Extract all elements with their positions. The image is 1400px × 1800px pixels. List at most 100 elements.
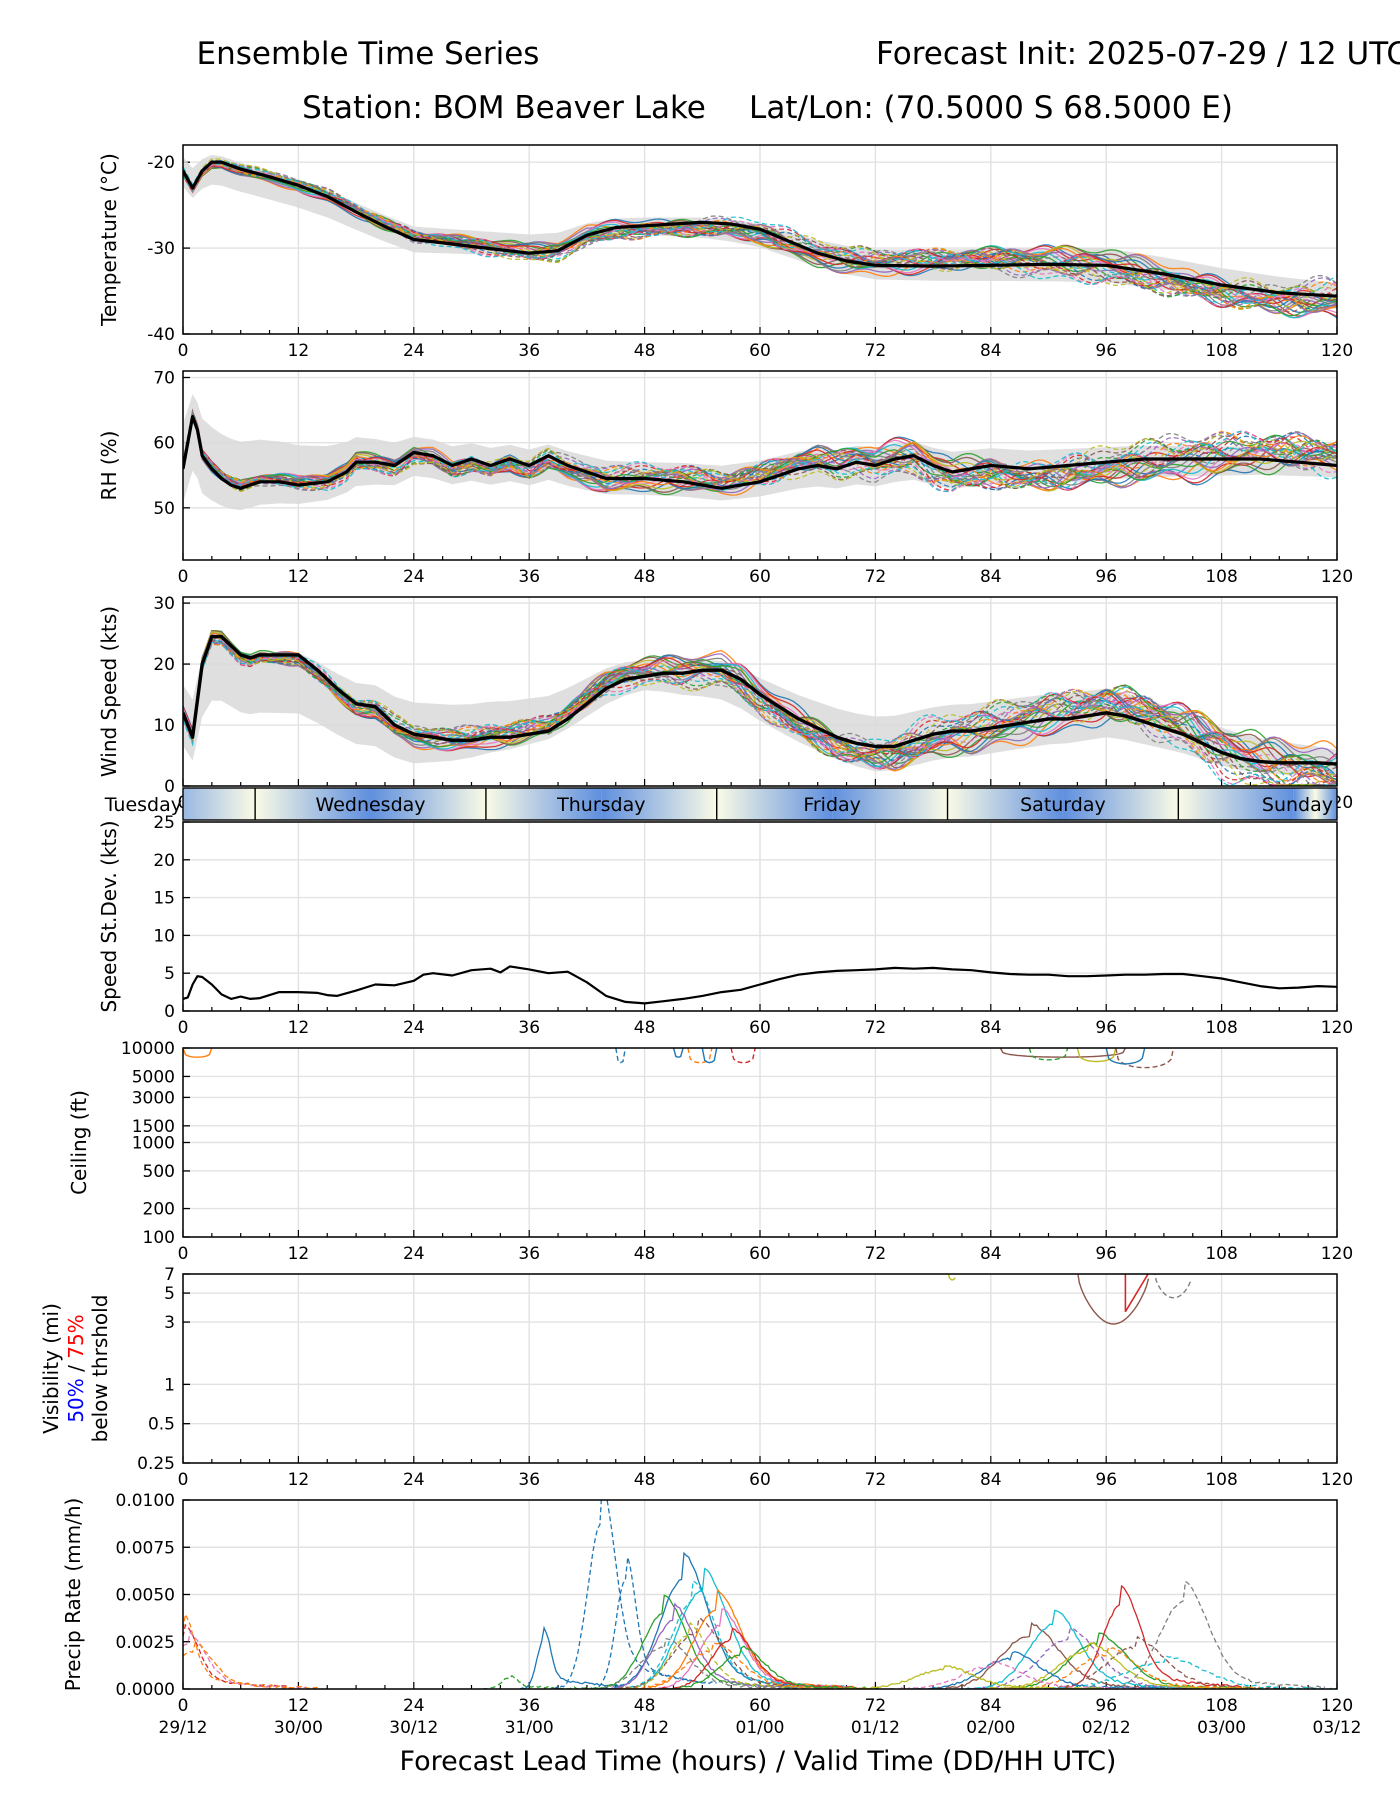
ensemble-member-line: [183, 160, 1337, 302]
ceiling-member-line: [730, 1048, 756, 1064]
visibility-member-line: [947, 1274, 956, 1281]
precip-member-line: [183, 1612, 280, 1688]
x-tick-label: 72: [865, 567, 887, 587]
y-tick-label: 50: [153, 499, 175, 519]
visibility-member-line: [1154, 1274, 1192, 1299]
x-tick-label: 24: [403, 1018, 425, 1038]
x-tick-label: 48: [634, 1244, 656, 1264]
y-tick-label: 5: [164, 964, 175, 984]
x-tick-label: 0: [178, 1244, 189, 1264]
visibility-member-line: [1124, 1274, 1149, 1313]
y-tick-label: 0.0000: [116, 1680, 175, 1700]
valid-time-label: 01/12: [851, 1718, 900, 1738]
y-axis-label: Temperature (°C): [97, 153, 121, 327]
plot-area: [947, 1274, 1192, 1325]
x-tick-label: 24: [403, 1470, 425, 1490]
y-tick-label: 30: [153, 594, 175, 614]
y-tick-label: 0.5: [148, 1415, 175, 1435]
ensemble-mean-line: [183, 965, 1337, 1005]
x-tick-label: 96: [1095, 341, 1117, 361]
x-tick-label: 60: [749, 1470, 771, 1490]
x-tick-label: 48: [634, 567, 656, 587]
precip-member-line: [965, 1609, 1197, 1689]
y-axis-label: Speed St.Dev. (kts): [97, 820, 121, 1012]
ensemble-member-line: [183, 165, 1337, 312]
x-tick-label: 36: [518, 1470, 540, 1490]
y-axis-label: RH (%): [97, 431, 121, 501]
day-label: Saturday: [1020, 794, 1106, 816]
ensemble-mean-line: [183, 634, 1337, 766]
valid-time-label: 03/12: [1313, 1718, 1362, 1738]
y-tick-label: 3: [164, 1313, 175, 1333]
valid-time-label: 02/00: [966, 1718, 1015, 1738]
ensemble-member-line: [183, 641, 1337, 786]
panel-frame: [182, 370, 1338, 561]
ensemble-member-line: [183, 408, 1337, 490]
precip-member-line: [1056, 1584, 1242, 1689]
plot-area: [183, 965, 1337, 1005]
y-axis-label: Wind Speed (kts): [97, 606, 121, 777]
x-tick-label: 108: [1205, 1696, 1237, 1716]
y-tick-label: -20: [147, 153, 175, 173]
y-tick-label: -40: [147, 325, 175, 345]
x-tick-label: 12: [288, 1696, 310, 1716]
plot-area: [183, 394, 1337, 511]
x-tick-label: 72: [865, 1470, 887, 1490]
y-tick-label: 1: [164, 1375, 175, 1395]
plot-area: [183, 1500, 1337, 1689]
x-tick-label: 48: [634, 1696, 656, 1716]
panel-rh: 50 60 70 0 12 24 36 48 60 72 84 96 108 120 RH (%): [97, 369, 1353, 587]
plot-area: [183, 155, 1337, 319]
day-label: Wednesday: [316, 794, 426, 816]
x-tick-label: 72: [865, 341, 887, 361]
x-tick-label: 48: [634, 1470, 656, 1490]
x-axis-title: Forecast Lead Time (hours) / Valid Time …: [400, 1746, 1117, 1777]
x-tick-label: 96: [1095, 1018, 1117, 1038]
precip-member-line: [183, 1630, 306, 1689]
panel-frame: [182, 1499, 1338, 1690]
y-tick-label: 0.0050: [116, 1586, 175, 1606]
x-tick-label: 36: [518, 341, 540, 361]
y-tick-label: 70: [153, 369, 175, 389]
x-tick-label: 84: [980, 1244, 1002, 1264]
x-tick-label: 36: [518, 567, 540, 587]
ensemble-mean-line: [183, 160, 1337, 298]
y-tick-label: -30: [147, 239, 175, 259]
ensemble-member-line: [183, 159, 1337, 303]
y-tick-label: 10000: [121, 1039, 175, 1059]
x-tick-label: 0: [178, 341, 189, 361]
x-tick-label: 108: [1205, 1470, 1237, 1490]
y-tick-label: 10: [153, 716, 175, 736]
day-band-segment: [183, 788, 371, 820]
x-tick-label: 96: [1095, 567, 1117, 587]
y-tick-label: 20: [153, 655, 175, 675]
x-tick-label: 24: [403, 1696, 425, 1716]
x-tick-label: 12: [288, 341, 310, 361]
y-tick-label: 0.0025: [116, 1633, 175, 1653]
ceiling-member-line: [701, 1048, 718, 1064]
ensemble-member-line: [183, 160, 1337, 302]
y-tick-label: 3000: [132, 1088, 175, 1108]
x-tick-label: 12: [288, 1470, 310, 1490]
y-tick-label: 100: [143, 1228, 175, 1248]
panel-wind_speed: 010203001224364860728496108120Wind Speed…: [97, 594, 1353, 813]
y-tick-label: 200: [143, 1200, 175, 1220]
y-tick-label: 0: [164, 1002, 175, 1022]
x-tick-label: 60: [749, 567, 771, 587]
x-tick-label: 120: [1321, 1244, 1353, 1264]
ceiling-member-line: [183, 1048, 213, 1058]
title-left: Ensemble Time Series: [197, 36, 540, 72]
x-tick-label: 108: [1205, 1244, 1237, 1264]
x-tick-label: 0: [178, 567, 189, 587]
latlon-label: Lat/Lon: (70.5000 S 68.5000 E): [749, 90, 1233, 126]
x-tick-label: 120: [1321, 1696, 1353, 1716]
y-tick-label: 1000: [132, 1134, 175, 1154]
precip-member-line: [553, 1500, 706, 1689]
ensemble-member-line: [183, 162, 1337, 309]
panel-frame: [182, 1273, 1338, 1464]
x-tick-label: 108: [1205, 567, 1237, 587]
precip-member-line: [591, 1557, 717, 1689]
precip-member-line: [617, 1567, 845, 1689]
y-axis-label: Ceiling (ft): [67, 1090, 91, 1195]
y-axis-sub-label: below thrshold: [88, 1295, 112, 1443]
